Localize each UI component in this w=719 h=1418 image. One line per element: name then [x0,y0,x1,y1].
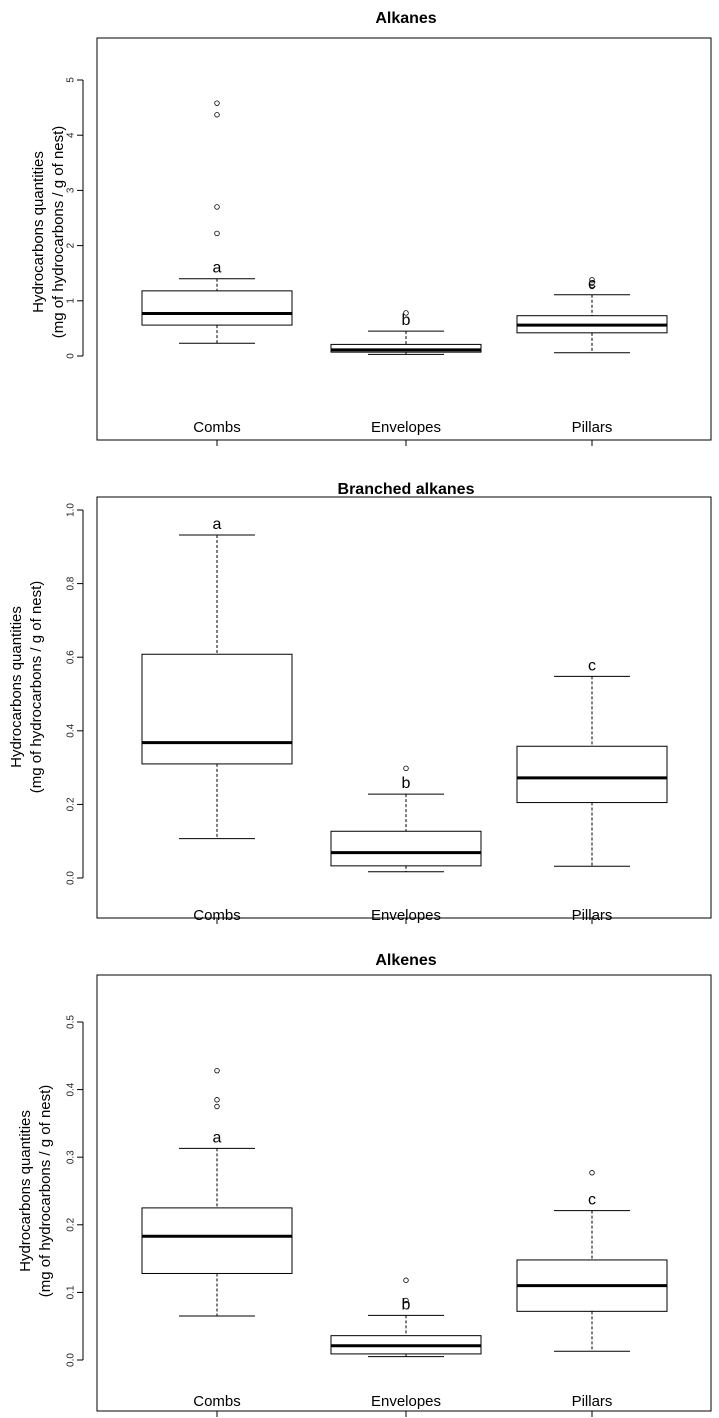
x-tick-label: Pillars [572,419,613,436]
box-pillars: c [516,276,668,354]
chart-alkenes: Alkenes 0.0 0.1 0.2 0.3 0.4 0.5 Hydrocarbons qu… [17,952,712,1417]
y-tick-label: 4 [66,132,77,138]
box-pillars: c [516,657,668,867]
y-axis-label: Hydrocarbons quantities [30,151,47,313]
significance-letter: b [402,1296,411,1313]
outlier-point [214,230,220,237]
alkanes-panel: Alkanes 0 1 2 3 4 5 Hydrocarbons quantities (mg … [0,0,719,470]
iqr-box [330,830,482,867]
y-tick-label: 0.0 [66,1353,77,1367]
y-axis-label: Hydrocarbons quantities [8,606,25,768]
box-envelopes: b [330,765,482,873]
plot-frame [96,37,712,441]
y-tick-label: 0.4 [66,1082,77,1096]
y-axis-label: (mg of hydrocarbons / g of nest) [37,1085,54,1298]
significance-letter: c [588,657,596,674]
y-tick-label: 0.3 [66,1150,77,1164]
y-tick-label: 0.6 [66,650,77,664]
outlier-point [214,112,220,118]
y-tick-label: 1 [66,298,77,304]
significance-letter: a [213,1129,222,1146]
outlier-point [214,1067,220,1074]
iqr-box [141,1207,293,1274]
significance-letter: c [588,1192,596,1209]
y-tick-label: 0.4 [66,723,77,737]
x-tick-label: Combs [193,419,241,436]
chart-title: Branched alkanes [338,481,475,498]
y-axis-label: (mg of hydrocarbons / g of nest) [50,126,67,339]
y-tick-label: 0.1 [66,1285,77,1299]
outlier-point [403,310,409,316]
chart-title: Alkenes [375,952,436,969]
outlier-point [589,1170,595,1176]
x-tick-label: Envelopes [371,1393,441,1410]
significance-letter: c [588,276,596,293]
outlier-point [403,1297,409,1304]
iqr-box [141,290,293,326]
box-combs: a [141,1067,293,1317]
x-tick-label: Envelopes [371,907,441,924]
significance-letter: a [213,516,222,533]
outlier-point [403,765,409,772]
y-axis-label: (mg of hydrocarbons / g of nest) [28,581,45,794]
significance-letter: b [402,312,411,329]
box-combs: a [141,100,293,344]
box-envelopes: b [330,1277,482,1358]
box-combs: a [141,516,293,840]
y-tick-label: 0 [66,353,77,359]
outlier-point [214,100,220,106]
x-tick-label: Combs [193,1393,241,1410]
chart-alkanes: Alkanes 0 1 2 3 4 5 Hydrocarbons quantities (mg … [30,10,712,446]
box-pillars: c [516,1170,668,1352]
branched-alkanes-panel: Branched alkanes 0.0 0.2 0.4 0.6 0.8 1.0 Hydroc… [0,470,719,940]
significance-letter: a [213,260,222,277]
iqr-box [330,343,482,353]
outlier-point [214,1103,220,1110]
y-tick-label: 1.0 [66,503,77,517]
y-tick-label: 5 [66,77,77,83]
outlier-point [214,204,220,210]
outlier-point [214,1097,220,1103]
iqr-box [141,653,293,765]
alkenes-panel: Alkenes 0.0 0.1 0.2 0.3 0.4 0.5 Hydrocarbons qu… [0,940,719,1418]
y-tick-label: 0.5 [66,1015,77,1029]
outlier-point [403,1277,409,1283]
x-tick-label: Envelopes [371,419,441,436]
x-tick-label: Pillars [572,907,613,924]
y-tick-label: 0.2 [66,1217,77,1231]
box-envelopes: b [330,310,482,355]
y-tick-label: 0.8 [66,576,77,590]
x-tick-label: Combs [193,907,241,924]
outlier-point [589,277,595,283]
significance-letter: b [402,775,411,792]
chart-title: Alkanes [375,10,436,27]
chart-branched-alkanes: Branched alkanes 0.0 0.2 0.4 0.6 0.8 1.0 Hydroc… [8,481,712,924]
outlier-point [589,280,595,286]
y-tick-label: 0.2 [66,797,77,811]
y-tick-label: 3 [66,187,77,193]
y-tick-label: 0.0 [66,871,77,885]
outlier-point [589,283,595,290]
y-axis-label: Hydrocarbons quantities [17,1110,34,1272]
x-tick-label: Pillars [572,1393,613,1410]
iqr-box [516,745,668,804]
y-tick-label: 2 [66,242,77,248]
